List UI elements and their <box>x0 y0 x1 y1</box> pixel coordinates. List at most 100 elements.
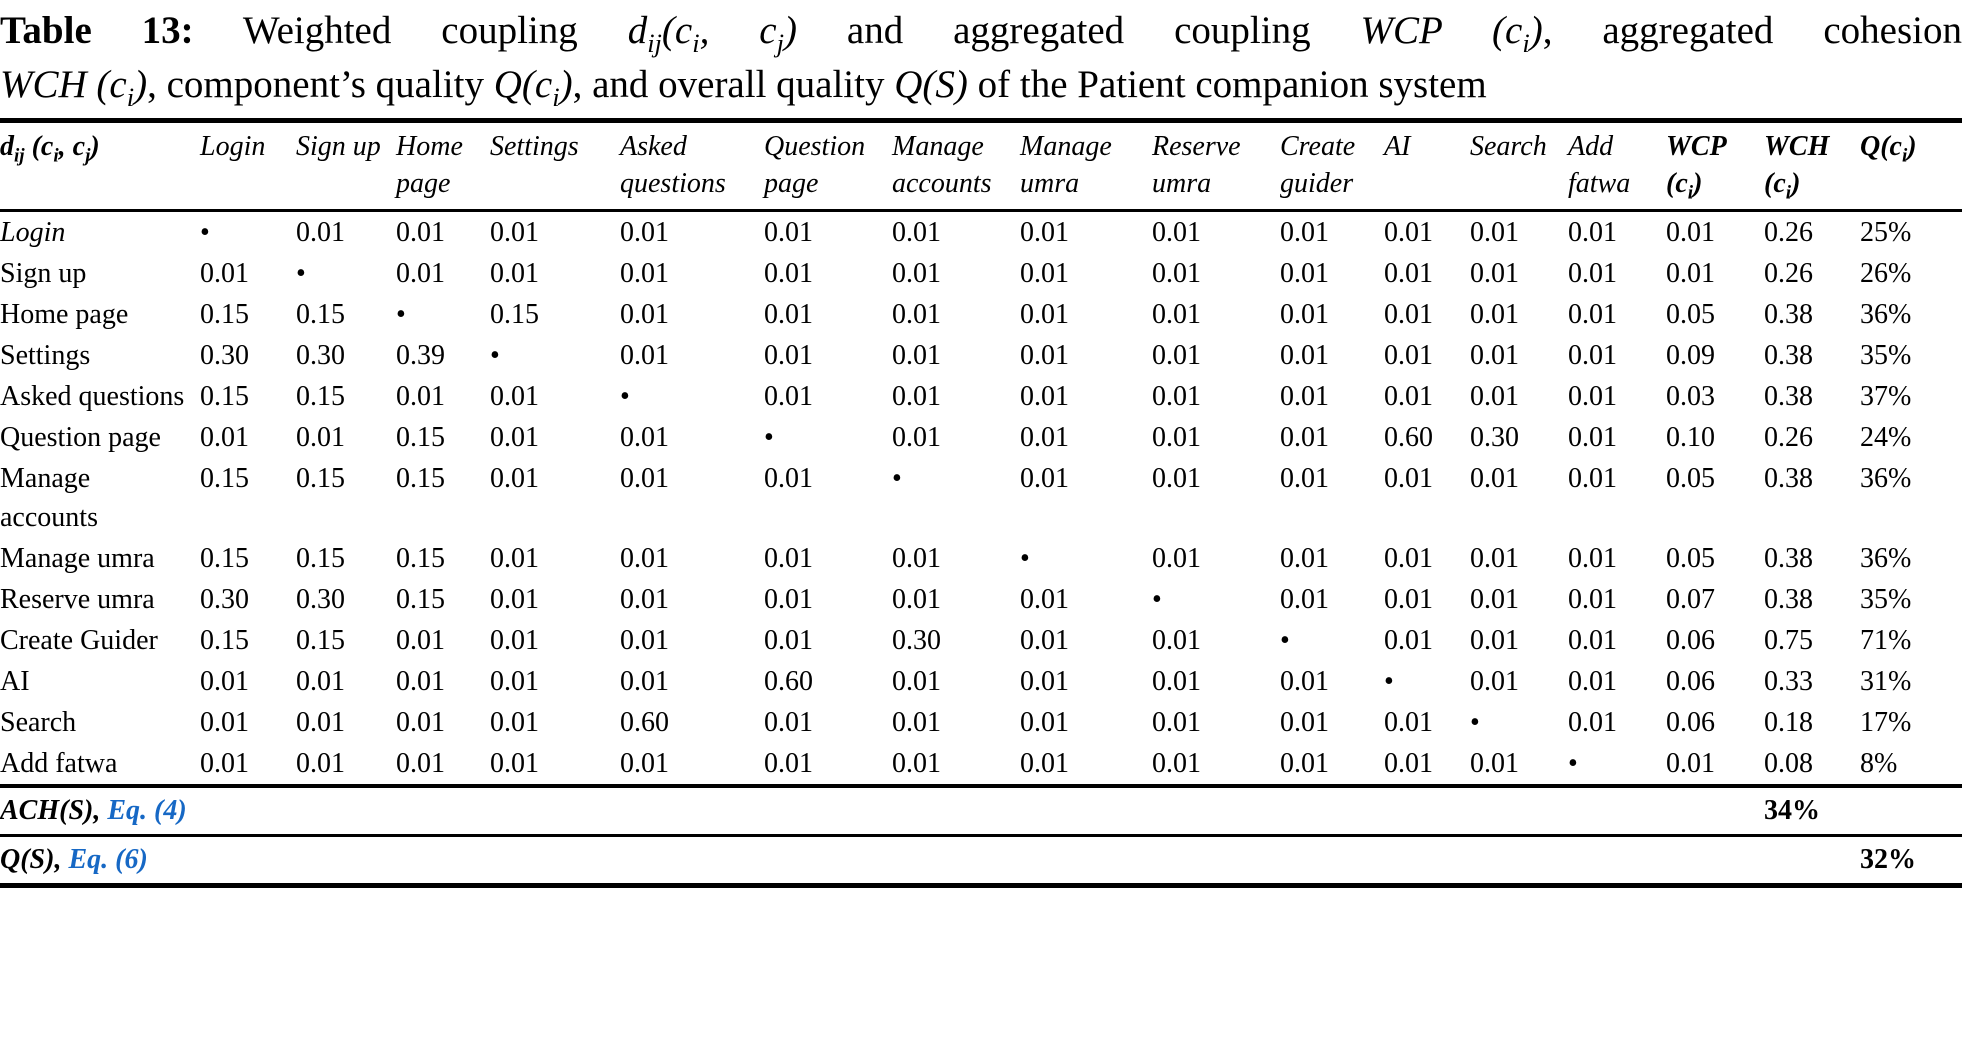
wch-cell: 0.38 <box>1764 299 1813 330</box>
matrix-cell: 0.01 <box>1470 625 1519 656</box>
matrix-cell: 0.01 <box>1280 381 1329 412</box>
matrix-cell: 0.01 <box>1470 748 1519 779</box>
matrix-cell: 0.15 <box>296 463 345 494</box>
row-label: AI <box>0 666 30 697</box>
wcp-cell: 0.06 <box>1666 707 1715 738</box>
paper-page: Table 13: Weighted coupling dij(ci, cj) … <box>0 0 1962 888</box>
table-body: Login • 0.01 0.01 0.01 0.01 0.01 0.01 0.01 0.01 0.… <box>0 211 1962 888</box>
matrix-cell: 0.01 <box>1152 666 1201 697</box>
table-row-ai: AI 0.01 0.01 0.01 0.01 0.01 0.60 0.01 0.01 0.01 0.… <box>0 661 1962 702</box>
wch-cell: 0.26 <box>1764 217 1813 248</box>
matrix-cell: 0.01 <box>1470 666 1519 697</box>
wch-cell: 0.08 <box>1764 748 1813 779</box>
matrix-cell: 0.01 <box>1568 543 1617 574</box>
q-cell: 35% <box>1860 584 1912 615</box>
matrix-cell: 0.01 <box>1152 340 1201 371</box>
caption-line-1: Table 13: Weighted coupling dij(ci, cj) … <box>0 9 1962 58</box>
wch-cell: 0.38 <box>1764 340 1813 371</box>
matrix-cell: 0.01 <box>892 707 941 738</box>
wcp-cell: 0.03 <box>1666 381 1715 412</box>
wcp-cell: 0.07 <box>1666 584 1715 615</box>
diagonal-marker-cell: • <box>1280 625 1290 656</box>
table-row-manage-umra: Manage umra 0.15 0.15 0.15 0.01 0.01 0.01 0.01 •… <box>0 538 1962 579</box>
matrix-cell: 0.01 <box>490 666 539 697</box>
ach-summary-row: ACH(S), Eq. (4) 34% <box>0 784 1962 836</box>
row-label: Home page <box>0 299 129 330</box>
matrix-cell: 0.01 <box>764 543 813 574</box>
matrix-cell: 0.01 <box>296 217 345 248</box>
matrix-cell: 0.01 <box>200 258 249 289</box>
matrix-cell: 0.01 <box>1568 258 1617 289</box>
column-header-q: Q(ci) <box>1860 118 1962 212</box>
diagonal-marker-cell: • <box>764 422 774 453</box>
coupling-table: dij (ci, cj) Login Sign up Home page Setting… <box>0 118 1962 888</box>
column-header-asked-questions: Asked questions <box>620 118 764 212</box>
wch-cell: 0.38 <box>1764 463 1813 494</box>
matrix-cell: 0.01 <box>1020 463 1069 494</box>
eq-4-link[interactable]: Eq. (4) <box>100 795 187 826</box>
matrix-cell: 0.01 <box>1020 258 1069 289</box>
diagonal-marker-cell: • <box>1568 748 1578 779</box>
row-label: Create Guider <box>0 625 158 656</box>
row-label: Add fatwa <box>0 748 118 779</box>
matrix-cell: 0.01 <box>490 422 539 453</box>
table-header: dij (ci, cj) Login Sign up Home page Setting… <box>0 118 1962 212</box>
matrix-cell: 0.01 <box>1568 340 1617 371</box>
matrix-cell: 0.01 <box>892 666 941 697</box>
matrix-cell: 0.01 <box>396 666 445 697</box>
wcp-cell: 0.10 <box>1666 422 1715 453</box>
row-label: Search <box>0 707 77 738</box>
wch-cell: 0.33 <box>1764 666 1813 697</box>
matrix-cell: 0.30 <box>892 625 941 656</box>
matrix-cell: 0.15 <box>296 625 345 656</box>
matrix-cell: 0.01 <box>620 299 669 330</box>
q-cell: 36% <box>1860 543 1912 574</box>
matrix-cell: 0.01 <box>1020 217 1069 248</box>
matrix-cell: 0.01 <box>1384 258 1433 289</box>
matrix-cell: 0.39 <box>396 340 445 371</box>
matrix-cell: 0.01 <box>892 543 941 574</box>
table-row-asked-questions: Asked questions 0.15 0.15 0.01 0.01 • 0.01 0.01… <box>0 376 1962 417</box>
matrix-cell: 0.01 <box>620 422 669 453</box>
matrix-cell: 0.01 <box>764 258 813 289</box>
table-row-question-page: Question page 0.01 0.01 0.15 0.01 0.01 • 0.01 0.… <box>0 417 1962 458</box>
matrix-cell: 0.01 <box>200 422 249 453</box>
diagonal-marker-cell: • <box>892 463 902 494</box>
wcp-cell: 0.01 <box>1666 748 1715 779</box>
matrix-cell: 0.01 <box>296 666 345 697</box>
wch-cell: 0.38 <box>1764 543 1813 574</box>
column-header-settings: Settings <box>490 118 620 212</box>
matrix-cell: 0.01 <box>1020 584 1069 615</box>
matrix-cell: 0.01 <box>1280 666 1329 697</box>
column-header-search: Search <box>1470 118 1568 212</box>
ach-label-cell: ACH(S), Eq. (4) <box>0 784 1666 836</box>
matrix-cell: 0.01 <box>1280 340 1329 371</box>
matrix-cell: 0.01 <box>892 422 941 453</box>
table-caption: Table 13: Weighted coupling dij(ci, cj) … <box>0 0 1962 118</box>
matrix-cell: 0.15 <box>396 463 445 494</box>
matrix-cell: 0.01 <box>396 381 445 412</box>
matrix-cell: 0.30 <box>200 340 249 371</box>
matrix-cell: 0.01 <box>764 584 813 615</box>
eq-6-link[interactable]: Eq. (6) <box>61 844 148 875</box>
matrix-cell: 0.01 <box>1280 258 1329 289</box>
q-cell: 36% <box>1860 299 1912 330</box>
matrix-cell: 0.15 <box>200 463 249 494</box>
q-cell: 37% <box>1860 381 1912 412</box>
matrix-cell: 0.01 <box>296 748 345 779</box>
diagonal-marker-cell: • <box>1020 543 1030 574</box>
matrix-cell: 0.01 <box>1470 463 1519 494</box>
table-row-sign-up: Sign up 0.01 • 0.01 0.01 0.01 0.01 0.01 0.01 0.01… <box>0 253 1962 294</box>
matrix-cell: 0.01 <box>1152 748 1201 779</box>
diagonal-marker-cell: • <box>396 299 406 330</box>
matrix-cell: 0.01 <box>1280 543 1329 574</box>
column-header-add-fatwa: Add fatwa <box>1568 118 1666 212</box>
matrix-cell: 0.15 <box>200 299 249 330</box>
matrix-cell: 0.01 <box>296 422 345 453</box>
ach-value: 34% <box>1764 784 1860 836</box>
table-row-manage-accounts: Manage accounts 0.15 0.15 0.15 0.01 0.01 0.01 •… <box>0 458 1962 538</box>
matrix-cell: 0.01 <box>892 258 941 289</box>
matrix-cell: 0.15 <box>396 422 445 453</box>
matrix-cell: 0.01 <box>1568 217 1617 248</box>
matrix-cell: 0.01 <box>1470 299 1519 330</box>
